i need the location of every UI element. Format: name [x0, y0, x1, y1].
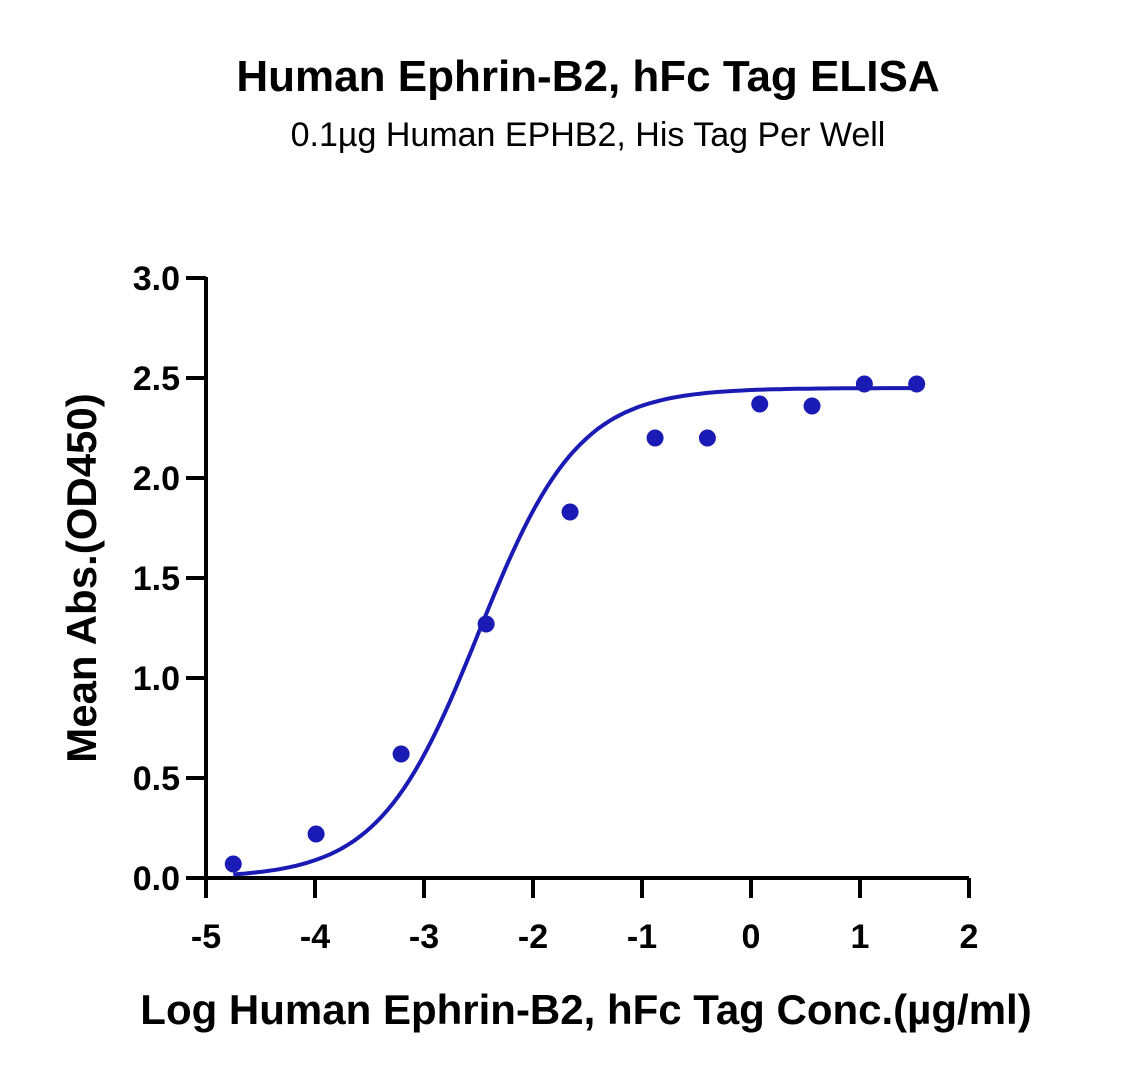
- y-tick-label: 1.5: [133, 560, 180, 598]
- data-point: [751, 395, 769, 413]
- data-point: [392, 745, 410, 763]
- x-ticks: -5 -4 -3 -2 -1 0 1 2: [191, 878, 979, 956]
- data-point: [855, 375, 873, 393]
- data-point: [646, 429, 664, 447]
- x-tick-label: 1: [851, 918, 870, 956]
- y-tick-label: 0.5: [133, 760, 180, 798]
- x-tick-label: 2: [960, 918, 979, 956]
- y-tick-label: 1.0: [133, 660, 180, 698]
- data-point: [224, 855, 242, 873]
- data-point: [698, 429, 716, 447]
- y-axis-title: Mean Abs.(OD450): [58, 393, 105, 763]
- x-tick-label: 0: [742, 918, 761, 956]
- x-tick-label: -3: [409, 918, 439, 956]
- data-point: [307, 825, 325, 843]
- x-tick-label: -4: [300, 918, 330, 956]
- data-point: [908, 375, 926, 393]
- y-tick-label: 3.0: [133, 260, 180, 298]
- fit-curve: [233, 386, 917, 877]
- y-ticks: 0.0 0.5 1.0 1.5 2.0 2.5 3.0: [133, 260, 206, 898]
- chart-subtitle: 0.1µg Human EPHB2, His Tag Per Well: [290, 116, 886, 154]
- x-tick-label: -5: [191, 918, 221, 956]
- y-tick-label: 0.0: [133, 860, 180, 898]
- y-tick-label: 2.0: [133, 460, 180, 498]
- data-point: [561, 503, 579, 521]
- data-point: [803, 397, 821, 415]
- data-points: [224, 375, 926, 873]
- x-tick-label: -2: [518, 918, 548, 956]
- axes: [204, 277, 969, 880]
- x-axis-title: Log Human Ephrin-B2, hFc Tag Conc.(µg/ml…: [140, 986, 1031, 1033]
- data-point: [477, 615, 495, 633]
- y-tick-label: 2.5: [133, 360, 180, 398]
- chart-title: Human Ephrin-B2, hFc Tag ELISA: [236, 52, 940, 101]
- x-tick-label: -1: [627, 918, 657, 956]
